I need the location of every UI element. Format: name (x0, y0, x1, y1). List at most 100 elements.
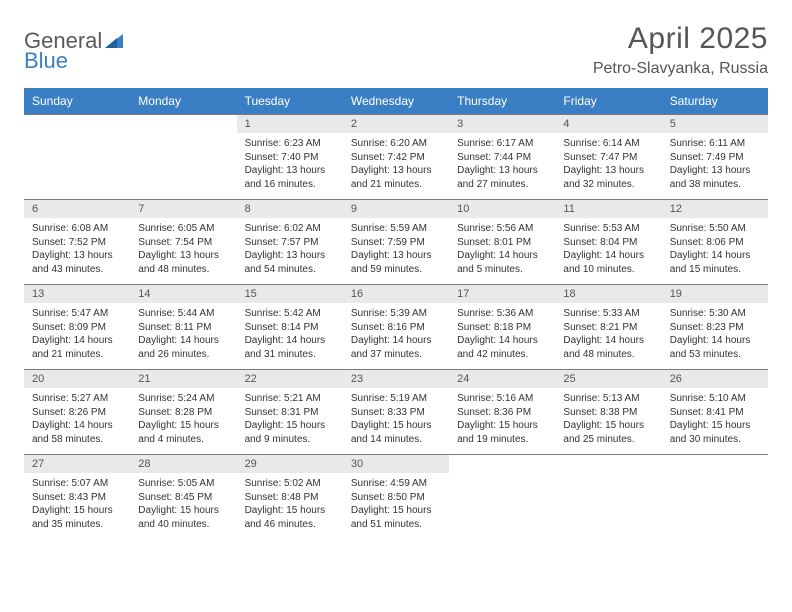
sunrise-line: Sunrise: 5:44 AM (138, 307, 228, 321)
sunset-line: Sunset: 8:50 PM (351, 491, 441, 505)
sunrise-line: Sunrise: 5:16 AM (457, 392, 547, 406)
day-number-cell (555, 455, 661, 474)
sunrise-line: Sunrise: 5:24 AM (138, 392, 228, 406)
sunset-line: Sunset: 7:54 PM (138, 236, 228, 250)
sunset-line: Sunset: 7:59 PM (351, 236, 441, 250)
daylight-line: Daylight: 15 hours and 4 minutes. (138, 419, 228, 446)
title-block: April 2025 Petro-Slavyanka, Russia (593, 22, 768, 78)
day-content-cell: Sunrise: 5:53 AMSunset: 8:04 PMDaylight:… (555, 218, 661, 285)
weekday-header: Saturday (662, 88, 768, 115)
day-content-row: Sunrise: 5:47 AMSunset: 8:09 PMDaylight:… (24, 303, 768, 370)
daylight-line: Daylight: 14 hours and 26 minutes. (138, 334, 228, 361)
day-content-cell: Sunrise: 5:13 AMSunset: 8:38 PMDaylight:… (555, 388, 661, 455)
day-content-cell: Sunrise: 5:39 AMSunset: 8:16 PMDaylight:… (343, 303, 449, 370)
day-number-cell: 14 (130, 285, 236, 304)
month-title: April 2025 (593, 22, 768, 56)
calendar-table: SundayMondayTuesdayWednesdayThursdayFrid… (24, 88, 768, 539)
sunset-line: Sunset: 7:42 PM (351, 151, 441, 165)
daylight-line: Daylight: 13 hours and 54 minutes. (245, 249, 335, 276)
sunset-line: Sunset: 7:57 PM (245, 236, 335, 250)
day-content-cell: Sunrise: 6:02 AMSunset: 7:57 PMDaylight:… (237, 218, 343, 285)
sunrise-line: Sunrise: 6:14 AM (563, 137, 653, 151)
day-content-row: Sunrise: 5:07 AMSunset: 8:43 PMDaylight:… (24, 473, 768, 539)
sunset-line: Sunset: 8:16 PM (351, 321, 441, 335)
page-header: General April 2025 Petro-Slavyanka, Russ… (24, 22, 768, 78)
daylight-line: Daylight: 15 hours and 46 minutes. (245, 504, 335, 531)
day-content-cell: Sunrise: 6:17 AMSunset: 7:44 PMDaylight:… (449, 133, 555, 200)
day-number-cell: 6 (24, 200, 130, 219)
daylight-line: Daylight: 13 hours and 21 minutes. (351, 164, 441, 191)
day-number-cell: 2 (343, 115, 449, 134)
day-number-cell: 21 (130, 370, 236, 389)
sunset-line: Sunset: 8:14 PM (245, 321, 335, 335)
day-number-cell: 17 (449, 285, 555, 304)
sunset-line: Sunset: 8:33 PM (351, 406, 441, 420)
weekday-header: Sunday (24, 88, 130, 115)
day-content-cell (662, 473, 768, 539)
daylight-line: Daylight: 13 hours and 38 minutes. (670, 164, 760, 191)
daylight-line: Daylight: 15 hours and 9 minutes. (245, 419, 335, 446)
sunrise-line: Sunrise: 5:19 AM (351, 392, 441, 406)
daylight-line: Daylight: 14 hours and 21 minutes. (32, 334, 122, 361)
day-number-row: 12345 (24, 115, 768, 134)
day-content-cell (555, 473, 661, 539)
calendar-body: 12345Sunrise: 6:23 AMSunset: 7:40 PMDayl… (24, 115, 768, 540)
day-number-cell: 20 (24, 370, 130, 389)
day-content-cell: Sunrise: 5:36 AMSunset: 8:18 PMDaylight:… (449, 303, 555, 370)
daylight-line: Daylight: 14 hours and 48 minutes. (563, 334, 653, 361)
day-number-row: 13141516171819 (24, 285, 768, 304)
sunrise-line: Sunrise: 5:39 AM (351, 307, 441, 321)
day-number-cell (662, 455, 768, 474)
day-number-cell: 13 (24, 285, 130, 304)
day-content-cell (130, 133, 236, 200)
day-content-cell: Sunrise: 5:07 AMSunset: 8:43 PMDaylight:… (24, 473, 130, 539)
sunset-line: Sunset: 7:49 PM (670, 151, 760, 165)
day-number-cell: 1 (237, 115, 343, 134)
daylight-line: Daylight: 13 hours and 59 minutes. (351, 249, 441, 276)
sunset-line: Sunset: 8:26 PM (32, 406, 122, 420)
day-content-cell: Sunrise: 5:33 AMSunset: 8:21 PMDaylight:… (555, 303, 661, 370)
sunrise-line: Sunrise: 5:02 AM (245, 477, 335, 491)
day-content-cell: Sunrise: 5:50 AMSunset: 8:06 PMDaylight:… (662, 218, 768, 285)
sunset-line: Sunset: 7:47 PM (563, 151, 653, 165)
sunrise-line: Sunrise: 5:50 AM (670, 222, 760, 236)
sunrise-line: Sunrise: 6:08 AM (32, 222, 122, 236)
day-content-cell: Sunrise: 5:47 AMSunset: 8:09 PMDaylight:… (24, 303, 130, 370)
sunset-line: Sunset: 8:43 PM (32, 491, 122, 505)
day-number-cell: 30 (343, 455, 449, 474)
sunrise-line: Sunrise: 6:02 AM (245, 222, 335, 236)
daylight-line: Daylight: 14 hours and 37 minutes. (351, 334, 441, 361)
sunrise-line: Sunrise: 5:05 AM (138, 477, 228, 491)
daylight-line: Daylight: 14 hours and 53 minutes. (670, 334, 760, 361)
day-number-cell: 29 (237, 455, 343, 474)
weekday-header: Wednesday (343, 88, 449, 115)
daylight-line: Daylight: 14 hours and 5 minutes. (457, 249, 547, 276)
day-number-row: 20212223242526 (24, 370, 768, 389)
daylight-line: Daylight: 13 hours and 27 minutes. (457, 164, 547, 191)
day-number-cell: 27 (24, 455, 130, 474)
day-content-row: Sunrise: 6:23 AMSunset: 7:40 PMDaylight:… (24, 133, 768, 200)
day-number-row: 6789101112 (24, 200, 768, 219)
weekday-header: Thursday (449, 88, 555, 115)
day-content-cell: Sunrise: 6:14 AMSunset: 7:47 PMDaylight:… (555, 133, 661, 200)
sunrise-line: Sunrise: 5:13 AM (563, 392, 653, 406)
weekday-header: Friday (555, 88, 661, 115)
day-number-cell: 15 (237, 285, 343, 304)
weekday-header: Monday (130, 88, 236, 115)
sunrise-line: Sunrise: 5:21 AM (245, 392, 335, 406)
sunrise-line: Sunrise: 5:27 AM (32, 392, 122, 406)
day-content-cell: Sunrise: 5:10 AMSunset: 8:41 PMDaylight:… (662, 388, 768, 455)
day-number-cell (130, 115, 236, 134)
sunrise-line: Sunrise: 6:17 AM (457, 137, 547, 151)
day-number-cell: 24 (449, 370, 555, 389)
calendar-page: General April 2025 Petro-Slavyanka, Russ… (0, 0, 792, 539)
day-content-cell: Sunrise: 5:30 AMSunset: 8:23 PMDaylight:… (662, 303, 768, 370)
day-number-cell: 16 (343, 285, 449, 304)
sunset-line: Sunset: 8:38 PM (563, 406, 653, 420)
sunrise-line: Sunrise: 5:42 AM (245, 307, 335, 321)
sunrise-line: Sunrise: 5:59 AM (351, 222, 441, 236)
day-content-cell: Sunrise: 6:05 AMSunset: 7:54 PMDaylight:… (130, 218, 236, 285)
sunset-line: Sunset: 8:31 PM (245, 406, 335, 420)
day-content-cell: Sunrise: 5:05 AMSunset: 8:45 PMDaylight:… (130, 473, 236, 539)
sunset-line: Sunset: 7:40 PM (245, 151, 335, 165)
